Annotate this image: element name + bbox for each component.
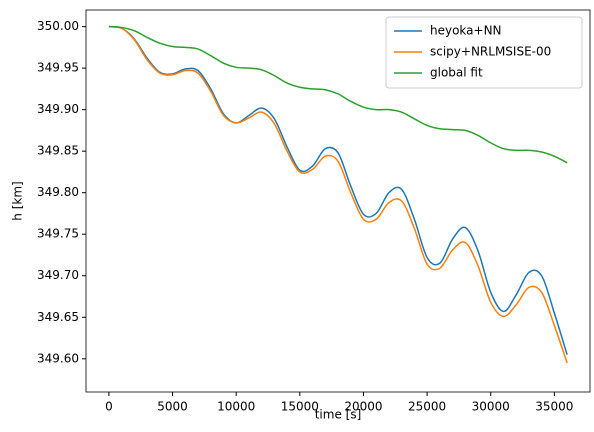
y-tick-label: 349.85	[37, 144, 79, 158]
series-line	[108, 25, 568, 364]
x-tick-label: 35000	[535, 400, 573, 414]
x-tick-label: 5000	[157, 400, 188, 414]
x-tick-label: 0	[105, 400, 113, 414]
x-tick-label: 25000	[408, 400, 446, 414]
x-tick-label: 20000	[344, 400, 382, 414]
x-tick-label: 10000	[217, 400, 255, 414]
y-tick-label: 349.60	[37, 351, 79, 365]
y-axis-label: h [km]	[11, 181, 25, 220]
y-tick-label: 349.80	[37, 185, 79, 199]
x-tick-label: 15000	[281, 400, 319, 414]
y-tick-label: 350.00	[37, 19, 79, 33]
y-tick-label: 349.90	[37, 102, 79, 116]
x-axis-label: time [s]	[315, 408, 362, 422]
axes-frame	[85, 9, 591, 393]
y-tick-label: 349.65	[37, 310, 79, 324]
series-line	[108, 25, 568, 355]
legend-label: scipy+NRLMSISE-00	[430, 45, 551, 59]
series-line	[108, 25, 568, 164]
y-tick-label: 349.70	[37, 268, 79, 282]
legend-label: heyoka+NN	[430, 24, 502, 38]
legend-box	[385, 16, 583, 89]
y-tick-label: 349.95	[37, 61, 79, 75]
x-tick-label: 30000	[472, 400, 510, 414]
legend-label: global fit	[430, 66, 483, 80]
y-tick-label: 349.75	[37, 227, 79, 241]
